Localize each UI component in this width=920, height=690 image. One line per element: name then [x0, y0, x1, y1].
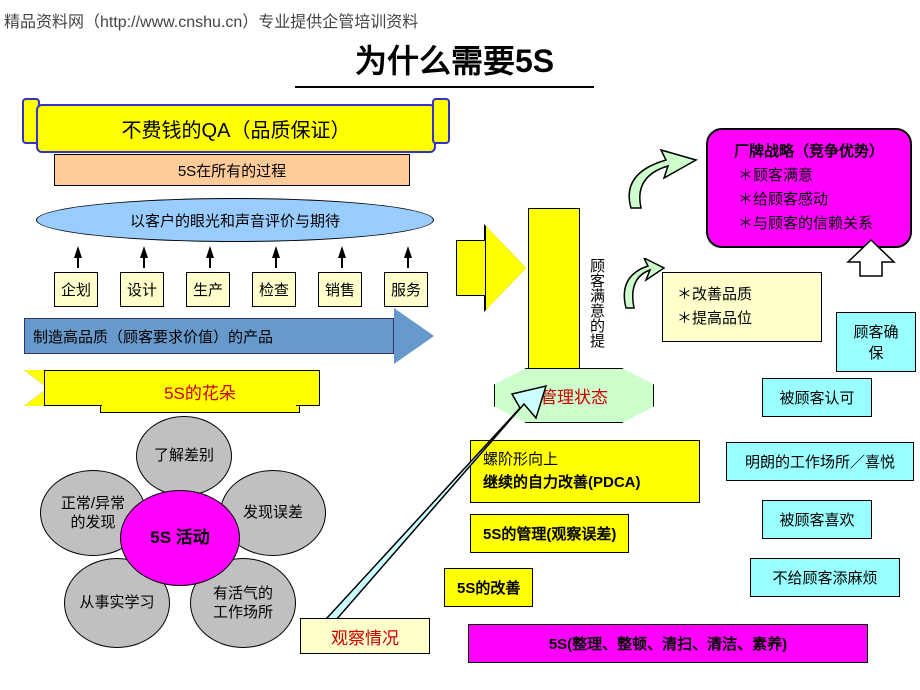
strategy-title: 厂牌战略（竞争优势） — [722, 140, 896, 164]
scroll-cap-right — [432, 98, 450, 144]
arrow-line — [275, 258, 277, 268]
qa-banner: 不费钱的QA（品质保证） — [36, 104, 436, 153]
stage-box: 生产 — [186, 272, 230, 307]
arrow-line — [407, 258, 409, 268]
blue-arrow-head-icon — [394, 308, 434, 364]
process-box: 5S在所有的过程 — [54, 154, 410, 186]
petal-center: 5S 活动 — [120, 490, 240, 586]
arrow-up-icon — [404, 246, 412, 258]
improve-quality-box: ＊改善品质 ＊提高品位 — [662, 272, 822, 342]
stage-box: 检查 — [252, 272, 296, 307]
arrow-up-icon — [74, 246, 82, 258]
big-arrow-head-icon — [486, 226, 526, 310]
five-s-bar: 5S(整理、整顿、清扫、清洁、素养) — [468, 624, 868, 663]
stage-box: 服务 — [384, 272, 428, 307]
blue-arrow-body: 制造高品质（顾客要求价值）的产品 — [24, 318, 394, 354]
page-title: 为什么需要5S — [295, 36, 594, 88]
arrow-up-icon — [272, 246, 280, 258]
arrow-line — [341, 258, 343, 268]
cream-item: ＊提高品位 — [677, 307, 807, 331]
watermark-text: 精品资料网（http://www.cnshu.cn）专业提供企管培训资料 — [4, 8, 418, 32]
arrow-up-icon — [140, 246, 148, 258]
strategy-item: ＊顾客满意 — [722, 164, 896, 188]
stage-box: 销售 — [318, 272, 362, 307]
cyan-box-5: 不给顾客添麻烦 — [750, 558, 900, 597]
customer-ellipse: 以客户的眼光和声音评价与期待 — [36, 198, 434, 242]
arrow-up-icon — [338, 246, 346, 258]
arrow-line — [77, 258, 79, 268]
curve-arrow-icon — [616, 258, 666, 314]
stage-box: 设计 — [120, 272, 164, 307]
strategy-box: 厂牌战略（竞争优势） ＊顾客满意 ＊给顾客感动 ＊与顾客的信赖关系 — [706, 128, 912, 248]
yellow-column — [528, 208, 580, 372]
observe-box: 观察情况 — [300, 618, 430, 654]
arrow-up-icon — [206, 246, 214, 258]
cyan-box-4: 被顾客喜欢 — [762, 500, 872, 539]
cream-item: ＊改善品质 — [677, 283, 807, 307]
stage-box: 企划 — [54, 272, 98, 307]
cyan-box-3: 明朗的工作场所／喜悦 — [726, 442, 914, 481]
customer-satisfaction-vtext: 顾客满意的提 — [586, 258, 607, 348]
curve-arrow-icon — [616, 148, 706, 218]
cyan-box-1: 顾客确保 — [836, 312, 916, 372]
cyan-box-2: 被顾客认可 — [762, 378, 872, 417]
strategy-item: ＊与顾客的信赖关系 — [722, 212, 896, 236]
up-arrow-icon — [846, 238, 896, 278]
big-arrow-body — [456, 240, 486, 296]
arrow-line — [143, 258, 145, 268]
ribbon-notch — [44, 370, 102, 406]
petal-top: 了解差别 — [136, 416, 232, 496]
long-arrow-icon — [314, 384, 554, 644]
arrow-line — [209, 258, 211, 268]
flower-ribbon: 5S的花朵 — [100, 370, 300, 413]
strategy-item: ＊给顾客感动 — [722, 188, 896, 212]
